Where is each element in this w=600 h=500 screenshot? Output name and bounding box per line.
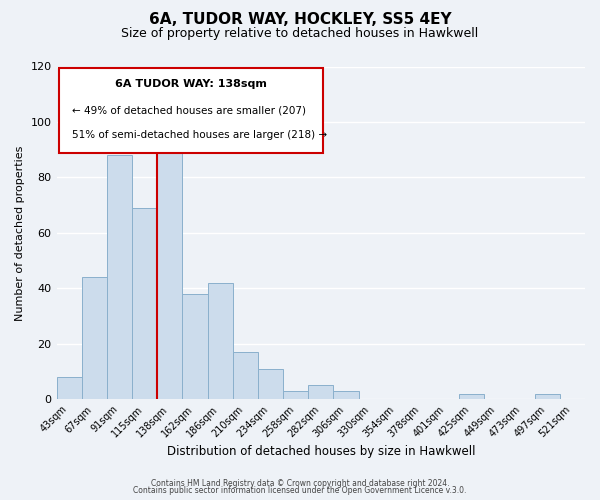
FancyBboxPatch shape [59,68,323,153]
Text: Size of property relative to detached houses in Hawkwell: Size of property relative to detached ho… [121,28,479,40]
Bar [258,368,283,399]
Bar [56,377,82,399]
Y-axis label: Number of detached properties: Number of detached properties [15,145,25,320]
Text: Contains HM Land Registry data © Crown copyright and database right 2024.: Contains HM Land Registry data © Crown c… [151,478,449,488]
X-axis label: Distribution of detached houses by size in Hawkwell: Distribution of detached houses by size … [167,444,475,458]
Text: ← 49% of detached houses are smaller (207): ← 49% of detached houses are smaller (20… [73,106,307,116]
Bar [132,208,157,399]
Bar [283,391,308,399]
Bar [233,352,258,399]
Text: 51% of semi-detached houses are larger (218) →: 51% of semi-detached houses are larger (… [73,130,328,140]
Bar [208,282,233,399]
Bar [535,394,560,399]
Bar [157,119,182,399]
Bar [334,391,359,399]
Bar [182,294,208,399]
Text: Contains public sector information licensed under the Open Government Licence v.: Contains public sector information licen… [133,486,467,495]
Text: 6A TUDOR WAY: 138sqm: 6A TUDOR WAY: 138sqm [115,80,267,90]
Bar [308,386,334,399]
Bar [107,155,132,399]
Text: 6A, TUDOR WAY, HOCKLEY, SS5 4EY: 6A, TUDOR WAY, HOCKLEY, SS5 4EY [149,12,451,28]
Bar [459,394,484,399]
Bar [82,277,107,399]
